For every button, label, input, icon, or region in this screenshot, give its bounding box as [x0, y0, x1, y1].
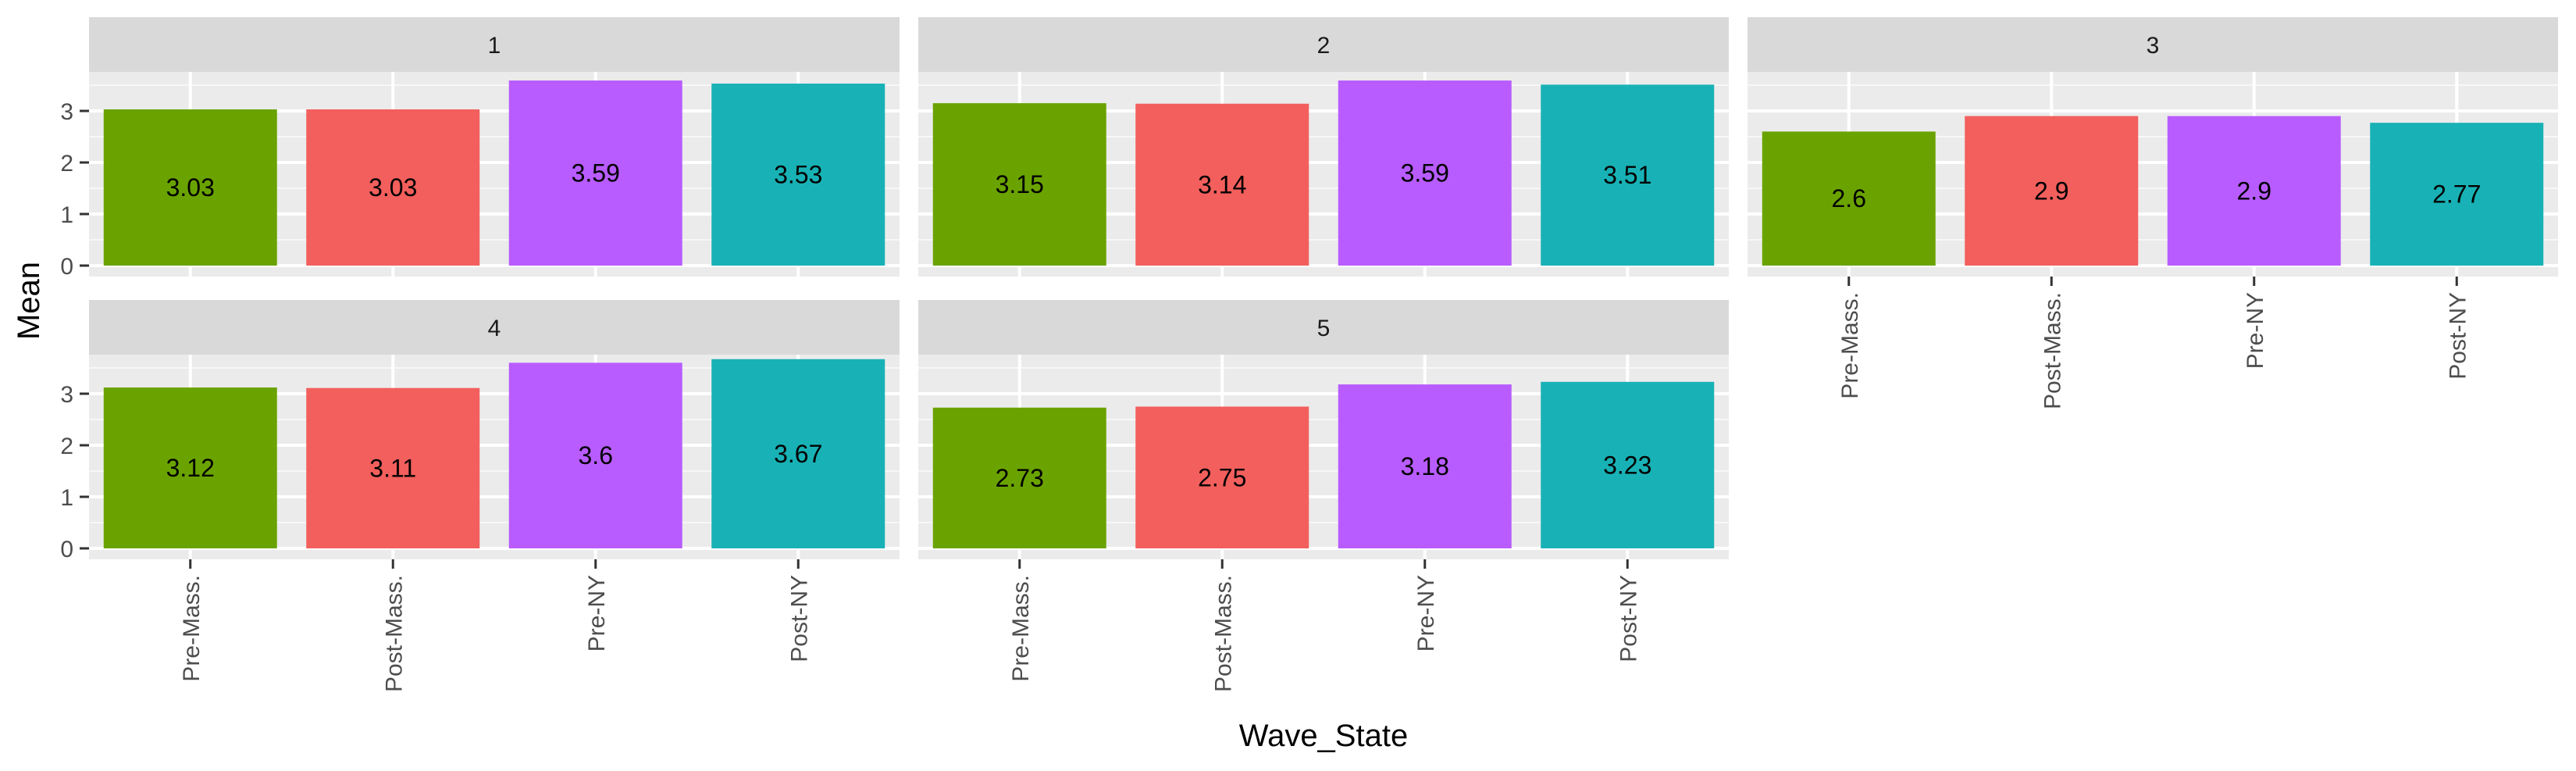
y-tick-label: 1: [60, 485, 73, 511]
facet-strip-label: 3: [2147, 33, 2160, 59]
y-axis-title: Mean: [12, 262, 46, 340]
x-tick-label: Pre-Mass.: [1008, 575, 1034, 682]
y-tick-label: 0: [60, 537, 73, 562]
bar-Post-Mass.: [1135, 103, 1309, 266]
bar-Pre-Mass.: [1762, 131, 1936, 266]
bar-Post-Mass.: [1135, 406, 1309, 548]
facet-panel-2: 2 3.15 3.14 3.59 3.51: [918, 17, 1729, 277]
x-tick-label: Post-Mass.: [2040, 292, 2065, 409]
facet-strip-label: 2: [1317, 33, 1331, 59]
facet-strip: [918, 17, 1729, 72]
bar-Post-NY: [2370, 123, 2544, 266]
bar-value-label: 3.6: [579, 441, 613, 469]
x-tick-label: Pre-Mass.: [1837, 292, 1863, 399]
bar-Post-NY: [1541, 381, 1715, 548]
bar-value-label: 3.03: [166, 173, 215, 202]
bar-Post-NY: [711, 84, 885, 266]
x-tick-label: Post-Mass.: [1210, 575, 1236, 692]
bar-value-label: 3.15: [996, 170, 1044, 198]
bar-Post-NY: [711, 359, 885, 548]
facet-strip: [918, 300, 1729, 355]
facet-strip: [89, 300, 900, 355]
x-tick-label: Post-Mass.: [381, 575, 407, 692]
bar-value-label: 3.59: [1401, 159, 1449, 187]
bar-Post-Mass.: [306, 109, 480, 266]
bar-value-label: 2.73: [996, 464, 1044, 492]
bar-value-label: 3.12: [166, 454, 215, 482]
bar-value-label: 3.23: [1603, 451, 1651, 479]
bar-Post-Mass.: [1965, 116, 2139, 266]
bar-value-label: 3.53: [774, 161, 822, 189]
bar-value-label: 3.59: [572, 159, 620, 187]
facet-panel-3: 3 2.6 2.9 2.9 2.77 Pre-Mass. Post-Mass. Pre-NY P…: [1748, 17, 2558, 409]
facet-strip-label: 5: [1317, 316, 1331, 341]
bar-Pre-NY: [508, 362, 682, 548]
facet-panel-1: 1 3.03 3.03 3.59 3.53 0 1 2 3: [60, 17, 900, 280]
bar-value-label: 2.9: [2237, 177, 2271, 205]
bar-value-label: 3.51: [1603, 161, 1651, 189]
x-tick-label: Pre-NY: [2243, 292, 2268, 369]
bar-Post-Mass.: [306, 387, 480, 548]
bar-value-label: 3.11: [369, 454, 416, 482]
y-tick-label: 0: [60, 254, 73, 280]
bar-value-label: 3.14: [1198, 170, 1246, 198]
x-tick-label: Pre-NY: [584, 575, 610, 651]
facet-strip-label: 1: [488, 33, 501, 59]
bar-value-label: 2.77: [2432, 180, 2481, 209]
bar-Pre-Mass.: [932, 407, 1106, 548]
bar-Pre-NY: [508, 80, 682, 266]
facet-panel-5: 5 2.73 2.75 3.18 3.23 Pre-Mass. Post-Mass. Pre-…: [918, 300, 1729, 692]
facet-strip: [89, 17, 900, 72]
x-tick-label: Pre-Mass.: [179, 575, 205, 682]
y-tick-label: 1: [60, 202, 73, 228]
bar-Pre-Mass.: [932, 103, 1106, 266]
x-tick-label: Post-NY: [2445, 292, 2471, 380]
x-tick-label: Post-NY: [1616, 575, 1641, 662]
facet-strip: [1748, 17, 2558, 72]
bar-Pre-NY: [2167, 116, 2341, 266]
bar-value-label: 3.03: [369, 173, 417, 202]
x-tick-label: Post-NY: [786, 575, 812, 662]
facet-strip-label: 4: [488, 316, 501, 341]
bar-Pre-Mass.: [103, 109, 277, 266]
y-tick-label: 2: [60, 151, 73, 177]
y-tick-label: 2: [60, 434, 73, 459]
bar-Pre-NY: [1338, 80, 1512, 266]
bar-Pre-Mass.: [103, 387, 277, 548]
x-axis-title: Wave_State: [1239, 719, 1408, 753]
bar-value-label: 3.67: [774, 440, 822, 468]
y-tick-label: 3: [60, 382, 73, 408]
bar-value-label: 3.18: [1401, 452, 1449, 480]
bar-value-label: 2.9: [2034, 177, 2068, 205]
bar-Post-NY: [1541, 84, 1715, 266]
facet-panel-4: 4 3.12 3.11 3.6 3.67 0 1 2 3 Pre-Mass. Post-Mass. P…: [60, 300, 900, 692]
bar-value-label: 2.6: [1832, 184, 1866, 212]
bar-Pre-NY: [1338, 384, 1512, 548]
bar-value-label: 2.75: [1198, 463, 1246, 491]
y-tick-label: 3: [60, 99, 73, 125]
facet-panels: 1 3.03 3.03 3.59 3.53 0 1 2 3 2 3.15 3.14 3.59 3.51 3 2…: [60, 17, 2558, 692]
x-tick-label: Pre-NY: [1413, 575, 1439, 651]
